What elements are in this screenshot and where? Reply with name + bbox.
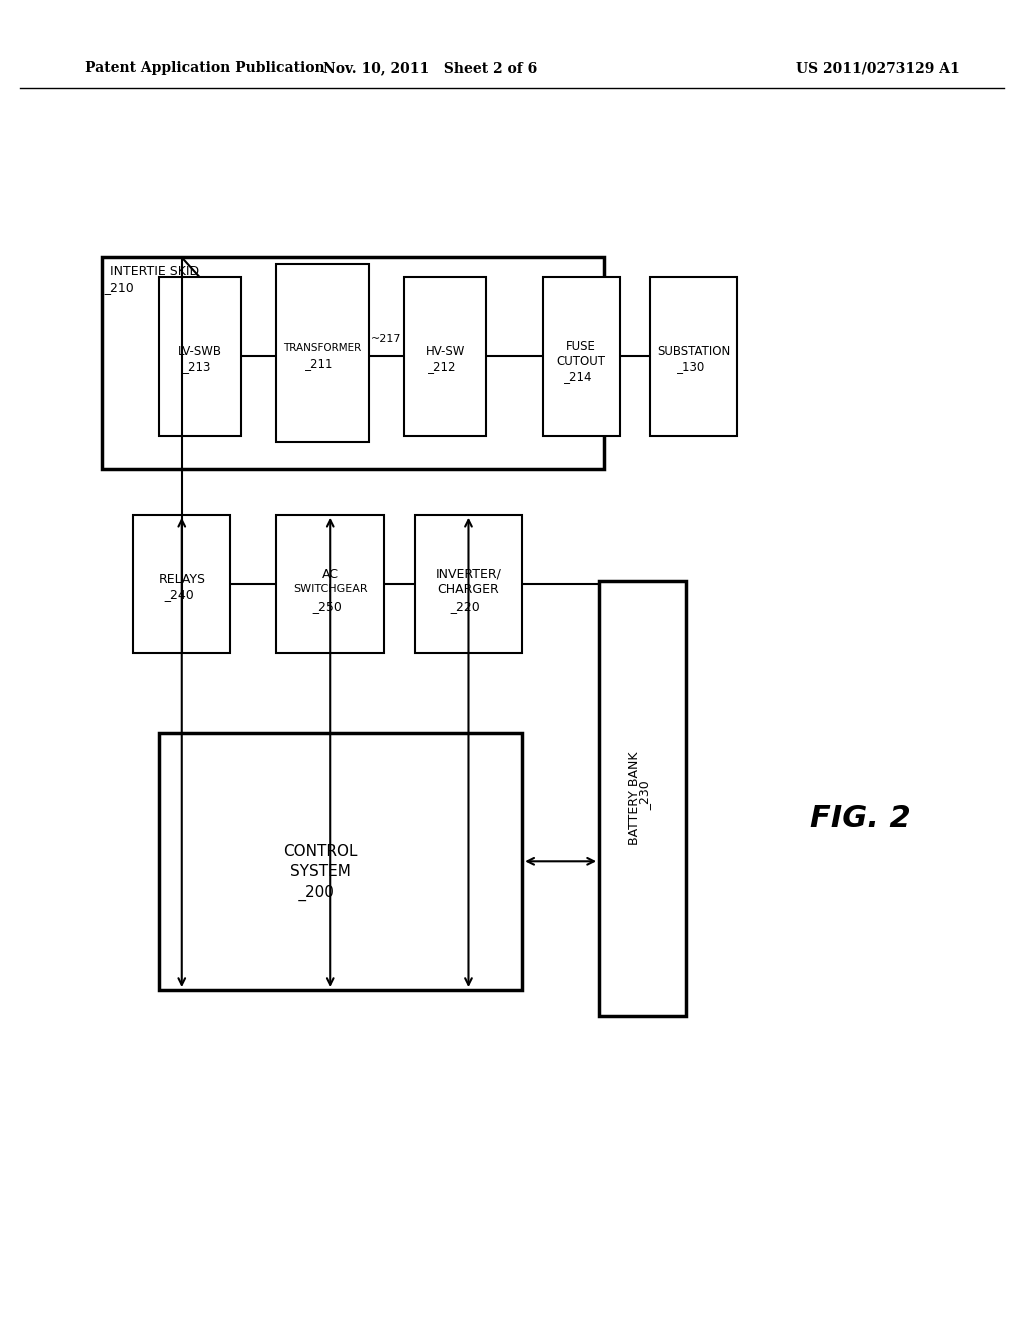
- Text: SUBSTATION: SUBSTATION: [657, 345, 730, 358]
- Text: ̲212: ̲212: [434, 360, 457, 372]
- Bar: [404, 277, 486, 436]
- Text: FIG. 2: FIG. 2: [810, 804, 910, 833]
- Bar: [599, 581, 686, 1016]
- Text: Nov. 10, 2011   Sheet 2 of 6: Nov. 10, 2011 Sheet 2 of 6: [323, 61, 538, 75]
- Bar: [415, 515, 522, 653]
- Text: FUSE: FUSE: [566, 339, 596, 352]
- Text: ̲250: ̲250: [318, 599, 342, 612]
- Text: INTERTIE SKID: INTERTIE SKID: [111, 265, 200, 279]
- Text: ̲240: ̲240: [170, 587, 194, 601]
- Text: CUTOUT: CUTOUT: [557, 355, 605, 368]
- Bar: [133, 515, 230, 653]
- Text: ̲213: ̲213: [188, 360, 211, 372]
- Bar: [159, 277, 241, 436]
- Text: CHARGER: CHARGER: [437, 582, 500, 595]
- Text: US 2011/0273129 A1: US 2011/0273129 A1: [797, 61, 961, 75]
- Text: ̲210: ̲210: [111, 281, 134, 294]
- Text: SWITCHGEAR: SWITCHGEAR: [293, 583, 368, 594]
- Bar: [276, 515, 384, 653]
- Text: ̲211: ̲211: [311, 356, 334, 370]
- Text: ~217: ~217: [372, 334, 401, 345]
- Text: ̲130: ̲130: [683, 360, 705, 372]
- Text: HV-SW: HV-SW: [426, 345, 465, 358]
- Text: TRANSFORMER: TRANSFORMER: [284, 343, 361, 352]
- Text: BATTERY BANK
̲230: BATTERY BANK ̲230: [628, 752, 657, 845]
- Bar: [159, 733, 522, 990]
- Bar: [276, 264, 369, 442]
- Text: INVERTER/: INVERTER/: [435, 568, 502, 581]
- Text: Patent Application Publication: Patent Application Publication: [85, 61, 325, 75]
- Bar: [650, 277, 737, 436]
- Text: ̲220: ̲220: [457, 599, 480, 612]
- Text: ̲200: ̲200: [306, 886, 335, 902]
- Bar: [102, 257, 604, 469]
- Text: LV-SWB: LV-SWB: [178, 345, 221, 358]
- Text: CONTROL: CONTROL: [284, 843, 357, 859]
- Text: SYSTEM: SYSTEM: [290, 863, 351, 879]
- Bar: [543, 277, 620, 436]
- Text: ̲214: ̲214: [570, 370, 592, 383]
- Text: AC: AC: [322, 568, 339, 581]
- Text: RELAYS: RELAYS: [159, 573, 205, 586]
